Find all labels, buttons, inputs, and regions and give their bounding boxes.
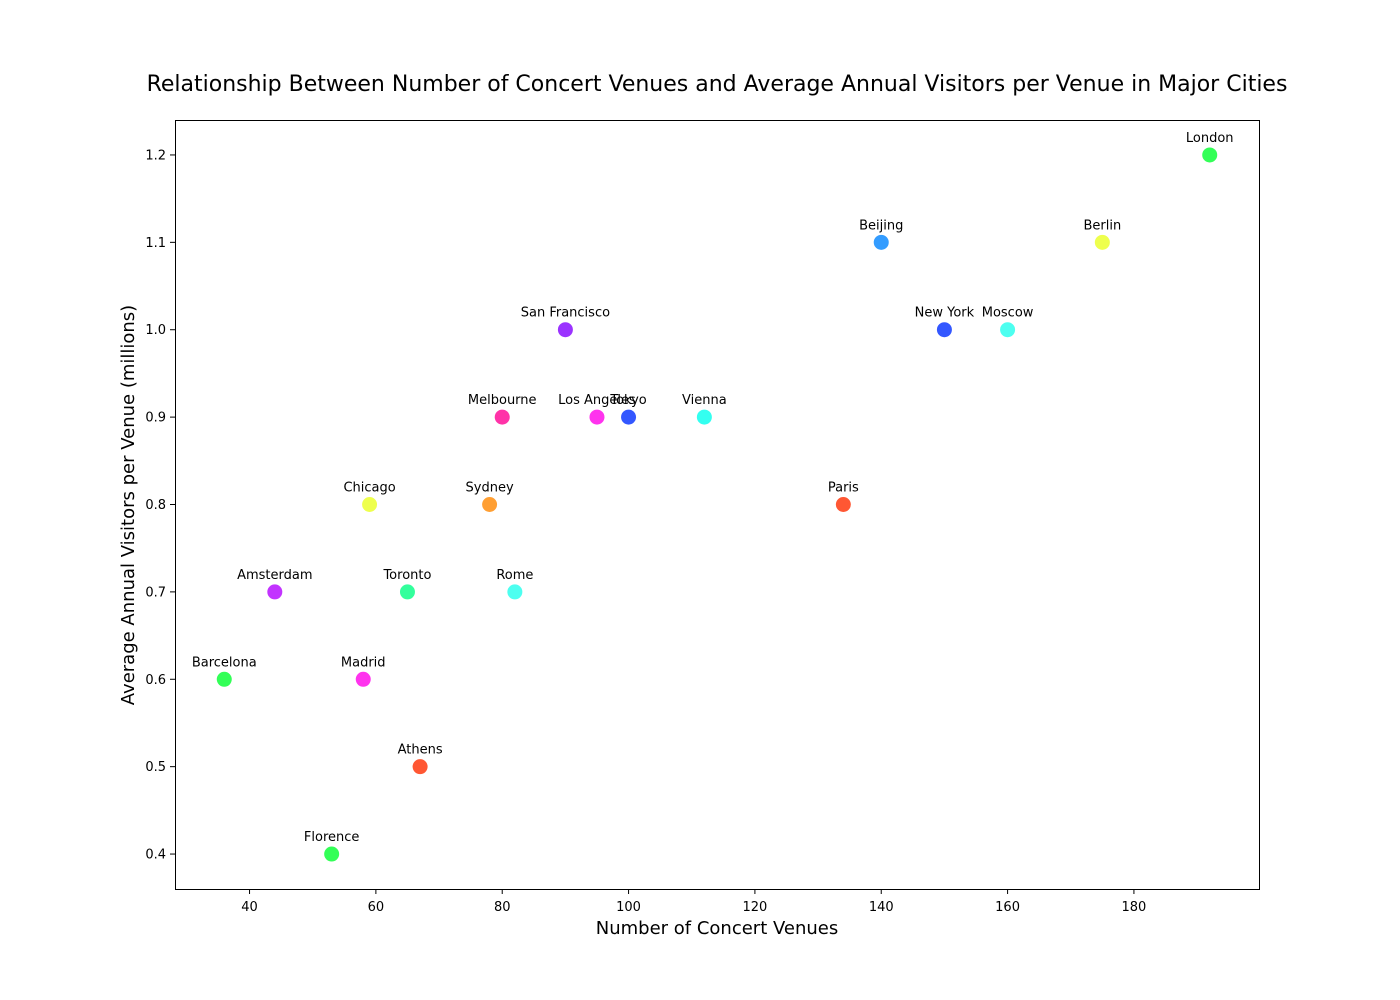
data-point[interactable]	[216, 671, 232, 687]
data-point[interactable]	[1202, 147, 1218, 163]
data-point[interactable]	[557, 322, 573, 338]
point-labels: London Beijing Berlin San Francisco New York…	[192, 131, 1234, 845]
point-label: Vienna	[682, 393, 727, 408]
point-label: Moscow	[982, 306, 1034, 321]
x-tick-label: 100	[616, 900, 641, 915]
data-point[interactable]	[494, 409, 510, 425]
y-axis: 0.4 0.5 0.6 0.7 0.8 0.9 1.0 1.1 1.2	[145, 148, 175, 863]
point-label: Amsterdam	[237, 568, 312, 583]
x-tick-label: 120	[742, 900, 767, 915]
data-point[interactable]	[324, 846, 340, 862]
x-tick-label: 40	[241, 900, 258, 915]
data-point[interactable]	[621, 409, 637, 425]
point-label: Berlin	[1083, 218, 1121, 233]
data-point[interactable]	[267, 584, 283, 600]
x-tick-label: 140	[869, 900, 894, 915]
point-label: London	[1186, 131, 1234, 146]
point-label: Chicago	[343, 481, 395, 496]
y-tick-label: 0.5	[145, 760, 166, 775]
point-label: Rome	[496, 568, 533, 583]
data-point[interactable]	[355, 671, 371, 687]
data-point[interactable]	[507, 584, 523, 600]
data-point[interactable]	[835, 497, 851, 512]
point-label: Melbourne	[468, 393, 537, 408]
data-point[interactable]	[936, 322, 952, 338]
point-label: New York	[915, 306, 975, 321]
data-point[interactable]	[589, 409, 605, 425]
point-label: Barcelona	[192, 655, 257, 670]
point-label: Toronto	[382, 568, 431, 583]
y-axis-label: Average Annual Visitors per Venue (milli…	[118, 305, 139, 705]
point-label: Athens	[398, 743, 443, 758]
data-point[interactable]	[362, 497, 378, 512]
data-point[interactable]	[412, 759, 428, 775]
y-tick-label: 1.2	[145, 148, 166, 163]
x-axis: 40 60 80 100 120 140 160 180	[241, 889, 1146, 915]
point-label: San Francisco	[521, 306, 610, 321]
chart-title: Relationship Between Number of Concert V…	[147, 72, 1288, 97]
y-tick-label: 0.8	[145, 498, 166, 513]
point-label: Sydney	[466, 481, 514, 496]
x-tick-label: 80	[494, 900, 511, 915]
y-tick-label: 0.6	[145, 673, 166, 688]
x-axis-label: Number of Concert Venues	[596, 918, 839, 939]
point-label: Beijing	[859, 218, 903, 233]
x-tick-label: 180	[1122, 900, 1147, 915]
y-tick-label: 1.1	[145, 236, 166, 251]
data-points	[216, 147, 1218, 862]
data-point[interactable]	[873, 234, 889, 250]
x-tick-label: 60	[368, 900, 385, 915]
point-label: Los Angeles	[558, 393, 636, 408]
data-point[interactable]	[1094, 234, 1110, 250]
x-tick-label: 160	[995, 900, 1020, 915]
y-tick-label: 1.0	[145, 323, 166, 338]
data-point[interactable]	[482, 497, 498, 512]
data-point[interactable]	[1000, 322, 1016, 338]
data-point[interactable]	[399, 584, 415, 600]
y-tick-label: 0.7	[145, 585, 166, 600]
point-label: Florence	[304, 830, 360, 845]
point-label: Paris	[828, 481, 859, 496]
point-label: Madrid	[341, 655, 386, 670]
plot-frame	[175, 120, 1260, 890]
y-tick-label: 0.9	[145, 411, 166, 426]
point-label: Tokyo	[609, 393, 646, 408]
data-point[interactable]	[696, 409, 712, 425]
y-tick-label: 0.4	[145, 848, 166, 863]
